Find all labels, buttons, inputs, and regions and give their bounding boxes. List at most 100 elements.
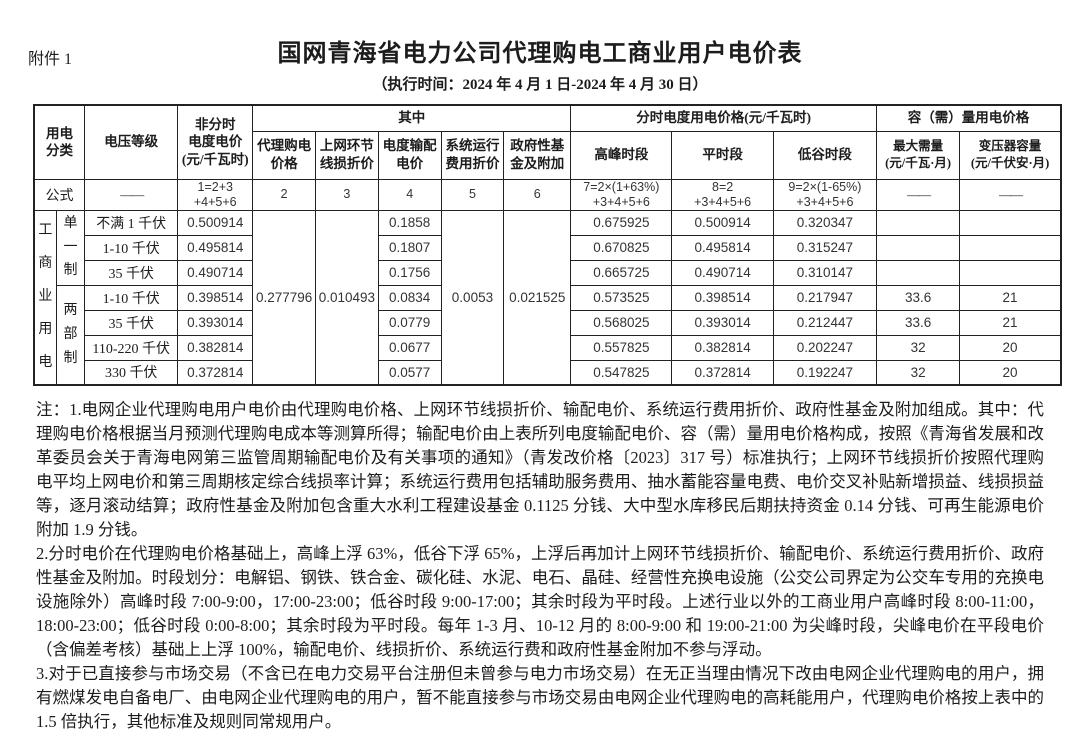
peak-cell: 0.547825 — [570, 359, 673, 386]
header-voltage-level: 电压等级 — [84, 104, 179, 180]
transmission-cell: 0.1858 — [377, 209, 442, 236]
table-row: 330 千伏 0.372814 0.0577 0.547825 0.372814… — [34, 359, 1062, 386]
formula-col-3: 3 — [315, 178, 379, 211]
header-line-loss: 上网环节 线损折价 — [315, 130, 379, 180]
valley-cell: 0.192247 — [772, 359, 878, 386]
transformer-cell — [959, 259, 1062, 286]
transformer-cell: 20 — [959, 334, 1062, 361]
non-tou-cell: 0.490714 — [177, 259, 254, 286]
voltage-cell: 1-10 千伏 — [84, 234, 179, 261]
header-among-which: 其中 — [252, 104, 572, 132]
peak-cell: 0.675925 — [570, 209, 673, 236]
flat-cell: 0.495814 — [671, 234, 774, 261]
peak-cell: 0.568025 — [570, 309, 673, 336]
header-transmission-price: 电度输配 电价 — [377, 130, 442, 180]
note-2: 2.分时电价在代理购电价格基础上，高峰上浮 63%，低谷下浮 65%，上浮后再加… — [36, 544, 1044, 659]
tariff-table: 用电 分类 电压等级 非分时 电度电价 (元/千瓦时) 其中 分时电度用电价格(… — [33, 104, 1062, 386]
header-agent-price: 代理购电 价格 — [252, 130, 316, 180]
transformer-cell — [959, 209, 1062, 236]
transmission-cell: 0.0677 — [377, 334, 442, 361]
system-operation-cell: 0.0053 — [440, 209, 505, 386]
max-demand-cell: 33.6 — [876, 309, 961, 336]
table-row: 35 千伏 0.393014 0.0779 0.568025 0.393014 … — [34, 309, 1062, 336]
header-row-2: 代理购电 价格 上网环节 线损折价 电度输配 电价 系统运行 费用折价 政府性基… — [34, 130, 1062, 180]
header-max-demand: 最大需量 (元/千瓦·月) — [876, 130, 961, 180]
non-tou-cell: 0.393014 — [177, 309, 254, 336]
non-tou-cell: 0.382814 — [177, 334, 254, 361]
transformer-cell: 21 — [959, 309, 1062, 336]
peak-cell: 0.573525 — [570, 284, 673, 311]
valley-cell: 0.202247 — [772, 334, 878, 361]
transmission-cell: 0.0779 — [377, 309, 442, 336]
non-tou-cell: 0.495814 — [177, 234, 254, 261]
valley-cell: 0.320347 — [772, 209, 878, 236]
flat-cell: 0.393014 — [671, 309, 774, 336]
header-row-1: 用电 分类 电压等级 非分时 电度电价 (元/千瓦时) 其中 分时电度用电价格(… — [33, 104, 1062, 180]
gov-funds-cell: 0.021525 — [503, 209, 572, 386]
note-3: 3.对于已直接参与市场交易（不含已在电力交易平台注册但未曾参与电力市场交易）在无… — [36, 664, 1044, 731]
peak-cell: 0.665725 — [570, 259, 673, 286]
category-label: 工商业用电 — [38, 223, 53, 370]
valley-cell: 0.310147 — [772, 259, 878, 286]
flat-cell: 0.372814 — [671, 359, 774, 386]
header-gov-funds: 政府性基 金及附加 — [503, 130, 572, 180]
header-peak: 高峰时段 — [570, 130, 673, 180]
transformer-cell: 20 — [959, 359, 1062, 386]
max-demand-cell — [876, 209, 961, 236]
flat-cell: 0.398514 — [671, 284, 774, 311]
formula-col-2: 2 — [252, 178, 316, 211]
flat-cell: 0.382814 — [671, 334, 774, 361]
non-tou-cell: 0.372814 — [177, 359, 254, 386]
header-usage-class: 用电 分类 — [33, 104, 86, 180]
peak-cell: 0.670825 — [570, 234, 673, 261]
system-cell-single: 单一制 — [55, 209, 86, 286]
header-non-tou-price: 非分时 电度电价 (元/千瓦时) — [177, 104, 254, 180]
max-demand-cell — [876, 259, 961, 286]
category-cell: 工商业用电 — [33, 209, 57, 386]
flat-cell: 0.490714 — [671, 259, 774, 286]
table-row: 工商业用电 单一制 不满 1 千伏 0.500914 0.277796 0.01… — [33, 209, 1062, 386]
header-capacity-group: 容（需）量用电价格 — [876, 104, 1062, 132]
attachment-label: 附件 1 — [28, 51, 73, 68]
note-1: 注：1.电网企业代理购电用户电价由代理购电价格、上网环节线损折价、输配电价、系统… — [36, 400, 1044, 539]
transmission-cell: 0.1807 — [377, 234, 442, 261]
notes-section: 注：1.电网企业代理购电用户电价由代理购电价格、上网环节线损折价、输配电价、系统… — [36, 398, 1044, 734]
non-tou-cell: 0.398514 — [177, 284, 254, 311]
transformer-cell — [959, 234, 1062, 261]
system-label-two-part: 两部制 — [63, 303, 78, 366]
voltage-cell: 不满 1 千伏 — [84, 209, 179, 236]
max-demand-cell — [876, 234, 961, 261]
formula-peak: 7=2×(1+63%) +3+4+5+6 — [570, 178, 673, 211]
valley-cell: 0.217947 — [772, 284, 878, 311]
page-subtitle: （执行时间：2024 年 4 月 1 日-2024 年 4 月 30 日） — [372, 77, 708, 93]
formula-non-tou: 1=2+3 +4+5+6 — [177, 178, 254, 211]
valley-cell: 0.315247 — [772, 234, 878, 261]
max-demand-cell: 32 — [876, 359, 961, 386]
formula-label: 公式 — [33, 178, 86, 211]
system-cell-two-part: 两部制 — [55, 284, 86, 386]
table-row: 110-220 千伏 0.382814 0.0677 0.557825 0.38… — [34, 334, 1062, 361]
transmission-cell: 0.0834 — [377, 284, 442, 311]
formula-voltage-dash: —— — [84, 178, 179, 211]
formula-flat: 8=2 +3+4+5+6 — [671, 178, 774, 211]
formula-col-5: 5 — [440, 178, 505, 211]
formula-col-6: 6 — [503, 178, 572, 211]
header-flat: 平时段 — [671, 130, 774, 180]
voltage-cell: 330 千伏 — [84, 359, 179, 386]
formula-col-4: 4 — [377, 178, 442, 211]
formula-row: 公式 —— 1=2+3 +4+5+6 2 3 4 5 6 7=2×(1+63%)… — [33, 178, 1062, 211]
header-tou-group: 分时电度用电价格(元/千瓦时) — [570, 104, 878, 132]
system-label-single: 单一制 — [63, 216, 78, 279]
transformer-cell: 21 — [959, 284, 1062, 311]
flat-cell: 0.500914 — [671, 209, 774, 236]
header-transformer-capacity: 变压器容量 (元/千伏安·月) — [959, 130, 1062, 180]
max-demand-cell: 33.6 — [876, 284, 961, 311]
voltage-cell: 35 千伏 — [84, 309, 179, 336]
voltage-cell: 1-10 千伏 — [84, 284, 179, 311]
header-system-operation: 系统运行 费用折价 — [440, 130, 505, 180]
voltage-cell: 110-220 千伏 — [84, 334, 179, 361]
line-loss-cell: 0.010493 — [315, 209, 379, 386]
agent-price-cell: 0.277796 — [252, 209, 316, 386]
valley-cell: 0.212447 — [772, 309, 878, 336]
header-valley: 低谷时段 — [772, 130, 878, 180]
